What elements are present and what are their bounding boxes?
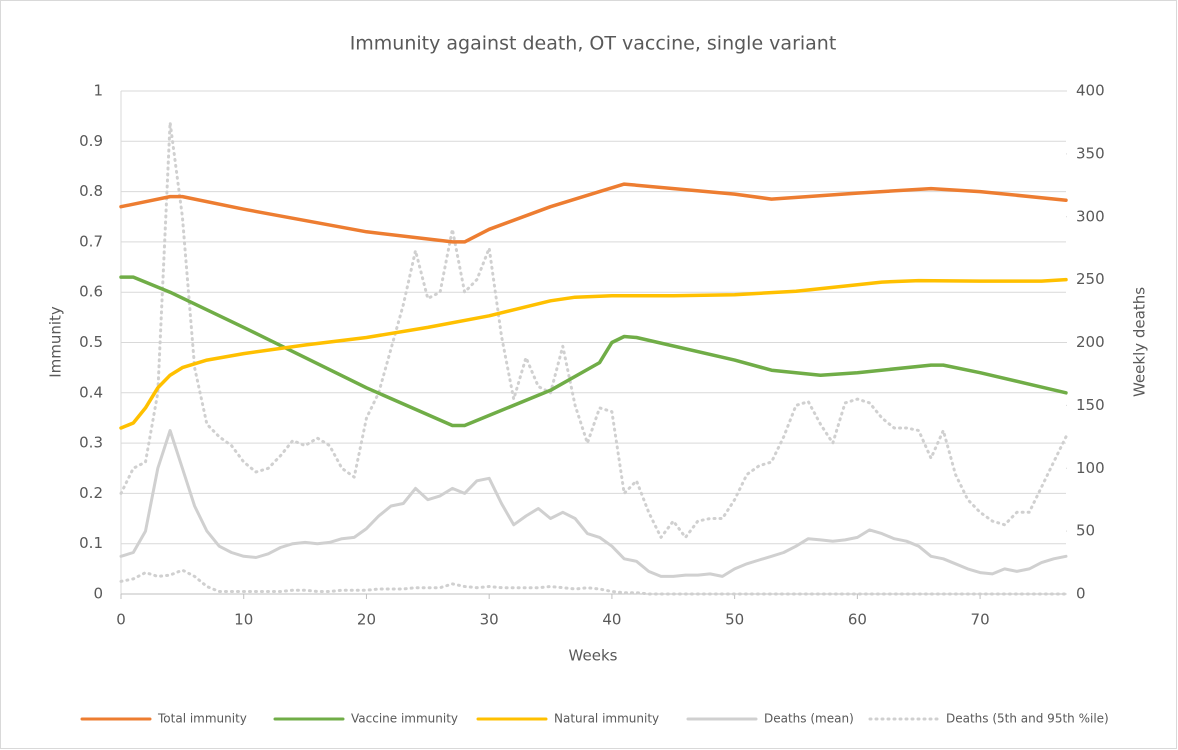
- legend-label: Vaccine immunity: [351, 712, 458, 726]
- y-tick-label: 0.5: [79, 333, 103, 351]
- series-line: [119, 275, 1068, 428]
- x-tick-label: 30: [480, 611, 499, 629]
- x-tick-label: 40: [602, 611, 621, 629]
- x-tick-label: 10: [234, 611, 253, 629]
- x-tick-label: 20: [357, 611, 376, 629]
- y-tick-label: 0.1: [79, 534, 103, 552]
- chart-title: Immunity against death, OT vaccine, sing…: [350, 33, 837, 55]
- series-line: [119, 429, 1068, 578]
- y2-tick-label: 300: [1076, 207, 1105, 225]
- series-line: [119, 182, 1068, 244]
- y2-tick-label: 150: [1076, 396, 1105, 414]
- x-axis-label: Weeks: [569, 647, 618, 665]
- y2-tick-label: 250: [1076, 270, 1105, 288]
- y2-tick-label: 0: [1076, 585, 1086, 603]
- x-tick-label: 50: [725, 611, 744, 629]
- y2-axis-label: Weekly deaths: [1131, 287, 1149, 397]
- y-tick-label: 0.6: [79, 283, 103, 301]
- y-tick-label: 0.9: [79, 132, 103, 150]
- y2-tick-label: 100: [1076, 459, 1105, 477]
- y-tick-label: 0.8: [79, 182, 103, 200]
- y2-tick-label: 200: [1076, 333, 1105, 351]
- y-tick-label: 1: [93, 82, 103, 100]
- y-tick-label: 0: [93, 585, 103, 603]
- y2-tick-label: 50: [1076, 522, 1095, 540]
- y-tick-label: 0.7: [79, 232, 103, 250]
- x-tick-label: 0: [116, 611, 126, 629]
- series-line-lower: [119, 568, 1068, 596]
- y2-tick-label: 350: [1076, 144, 1105, 162]
- y-tick-label: 0.4: [79, 383, 103, 401]
- legend-label: Total immunity: [157, 712, 247, 726]
- legend-label: Natural immunity: [554, 712, 659, 726]
- legend-label: Deaths (5th and 95th %ile): [946, 712, 1109, 726]
- series-line-upper: [119, 120, 1068, 539]
- x-tick-label: 60: [848, 611, 867, 629]
- y-tick-label: 0.2: [79, 484, 103, 502]
- legend-label: Deaths (mean): [764, 712, 854, 726]
- series-line: [119, 277, 1068, 430]
- y2-tick-label: 400: [1076, 82, 1105, 100]
- y-tick-label: 0.3: [79, 434, 103, 452]
- x-tick-label: 70: [971, 611, 990, 629]
- y-axis-label: Immunity: [47, 306, 65, 378]
